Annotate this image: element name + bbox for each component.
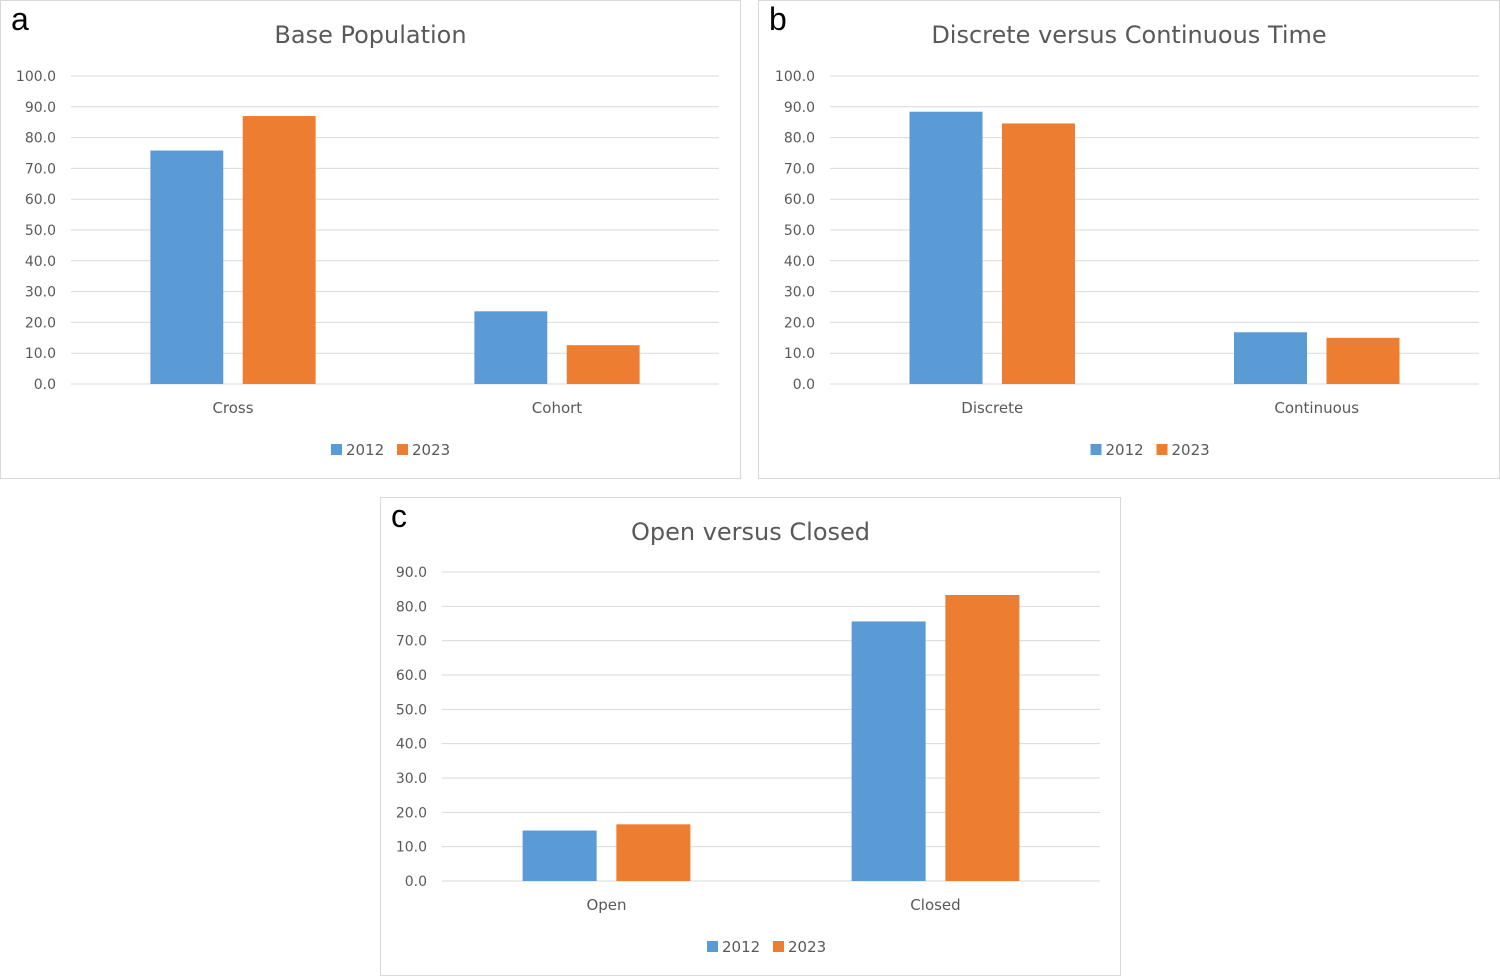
bar-2023-discrete <box>1001 123 1075 384</box>
y-tick-label: 20.0 <box>784 315 815 331</box>
bar-2012-closed <box>851 621 926 881</box>
y-tick-label: 50.0 <box>25 223 56 239</box>
y-tick-label: 50.0 <box>784 223 815 239</box>
y-tick-label: 70.0 <box>396 634 427 650</box>
y-tick-label: 70.0 <box>25 161 56 177</box>
y-tick-label: 90.0 <box>396 565 427 581</box>
bar-2023-cohort <box>566 345 640 384</box>
y-tick-label: 60.0 <box>396 668 427 684</box>
chart-title: Open versus Closed <box>631 518 870 546</box>
legend-swatch-2023 <box>397 444 408 455</box>
y-tick-label: 60.0 <box>784 192 815 208</box>
y-tick-label: 80.0 <box>25 131 56 147</box>
chart-svg-c: Open versus Closed 0.0 10.0 20.0 30.0 40.0 50.… <box>396 518 1100 956</box>
x-tick-label: Closed <box>910 896 960 914</box>
y-tick-label: 40.0 <box>784 254 815 270</box>
bar-2012-continuous <box>1234 332 1308 384</box>
bar-2012-open <box>522 830 597 881</box>
y-tick-label: 0.0 <box>34 377 56 393</box>
legend-swatch-2023 <box>773 941 784 952</box>
y-tick-label: 80.0 <box>784 131 815 147</box>
y-tick-label: 50.0 <box>396 702 427 718</box>
x-tick-label: Cohort <box>532 399 583 417</box>
legend-swatch-2023 <box>1156 444 1168 455</box>
y-tick-label: 0.0 <box>405 874 427 890</box>
chart-title: Base Population <box>274 21 466 49</box>
legend-swatch-2012 <box>1090 444 1102 455</box>
bar-2023-continuous <box>1326 337 1400 384</box>
legend-label-2012: 2012 <box>722 938 760 956</box>
bar-2023-open <box>616 824 691 881</box>
legend-swatch-2012 <box>331 444 342 455</box>
legend-label-2012: 2012 <box>1106 441 1144 459</box>
legend-label-2023: 2023 <box>1172 441 1210 459</box>
y-tick-label: 60.0 <box>25 192 56 208</box>
chart-svg-b: Discrete versus Continuous Time 0.0 10.0 20… <box>775 21 1479 459</box>
y-tick-label: 70.0 <box>784 161 815 177</box>
x-tick-label: Continuous <box>1274 399 1359 417</box>
y-tick-label: 100.0 <box>16 69 56 85</box>
x-tick-label: Discrete <box>961 399 1023 417</box>
x-tick-label: Cross <box>212 399 253 417</box>
chart-panel-c: c Open versus Closed 0.0 10.0 20.0 30.0 40.0 5… <box>380 497 1121 976</box>
y-tick-label: 90.0 <box>784 100 815 116</box>
bar-2023-closed <box>945 595 1020 881</box>
y-tick-label: 40.0 <box>25 254 56 270</box>
chart-title: Discrete versus Continuous Time <box>931 21 1326 49</box>
y-tick-label: 30.0 <box>396 771 427 787</box>
y-tick-label: 10.0 <box>396 840 427 856</box>
bar-2012-discrete <box>909 111 983 384</box>
panel-letter-b: b <box>769 1 787 37</box>
y-tick-label: 20.0 <box>25 315 56 331</box>
panel-letter-a: a <box>11 1 29 37</box>
chart-panel-b: b Discrete versus Continuous Time 0.0 10.0… <box>758 0 1500 479</box>
y-tick-label: 20.0 <box>396 805 427 821</box>
x-tick-label: Open <box>586 896 626 914</box>
bar-2012-cross <box>150 150 224 384</box>
y-tick-label: 100.0 <box>775 69 815 85</box>
y-tick-label: 30.0 <box>784 285 815 301</box>
y-tick-label: 30.0 <box>25 285 56 301</box>
legend-label-2023: 2023 <box>412 441 450 459</box>
y-tick-label: 80.0 <box>396 599 427 615</box>
chart-svg-a: Base Population 0.0 10.0 20.0 30.0 40.0 50.0 60… <box>16 21 719 459</box>
legend-label-2023: 2023 <box>788 938 826 956</box>
panel-letter-c: c <box>391 498 407 534</box>
y-tick-label: 0.0 <box>793 377 815 393</box>
legend-swatch-2012 <box>707 941 718 952</box>
y-tick-label: 90.0 <box>25 100 56 116</box>
legend-label-2012: 2012 <box>346 441 384 459</box>
bar-2012-cohort <box>474 311 548 384</box>
chart-panel-a: a Base Population 0.0 10.0 20.0 30.0 40.0 50.0… <box>0 0 741 479</box>
y-tick-label: 10.0 <box>25 346 56 362</box>
bar-2023-cross <box>242 116 316 384</box>
y-tick-label: 40.0 <box>396 737 427 753</box>
y-tick-label: 10.0 <box>784 346 815 362</box>
